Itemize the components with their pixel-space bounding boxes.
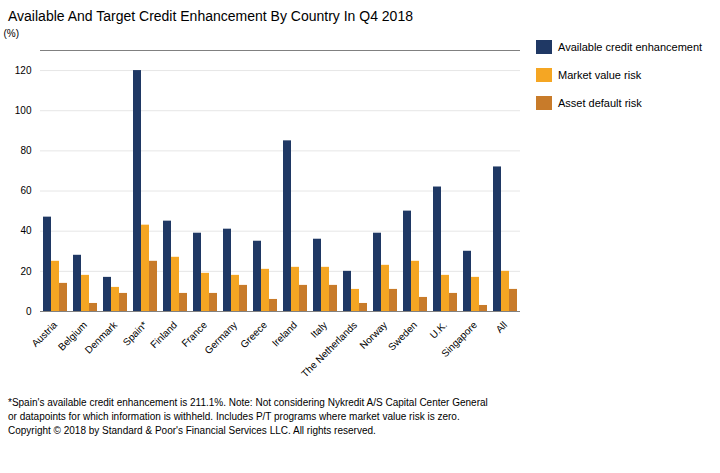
svg-text:Austria: Austria — [29, 319, 60, 349]
html-text:*Spain's available credit enha: *Spain's available credit enhancement is… — [8, 397, 488, 408]
svg-text:Singapore: Singapore — [439, 319, 479, 359]
html-text:Market value risk: Market value risk — [558, 69, 642, 81]
svg-text:Belgium: Belgium — [55, 319, 90, 353]
svg-text:40: 40 — [20, 225, 32, 236]
svg-text:The Netherlands: The Netherlands — [299, 319, 359, 379]
svg-text:80: 80 — [20, 145, 32, 156]
svg-text:U.K.: U.K. — [428, 319, 450, 341]
svg-text:France: France — [179, 319, 210, 349]
html-text:or datapoints for which inform: or datapoints for which information is w… — [8, 411, 460, 422]
html-text:Copyright © 2018 by Standard &: Copyright © 2018 by Standard & Poor's Fi… — [8, 425, 376, 436]
svg-text:All: All — [494, 319, 510, 335]
svg-text:Denmark: Denmark — [83, 319, 120, 356]
svg-text:100: 100 — [15, 105, 32, 116]
svg-text:Finland: Finland — [148, 319, 179, 350]
svg-text:Spain*: Spain* — [121, 319, 150, 348]
svg-text:Sweden: Sweden — [386, 319, 419, 352]
svg-text:(%): (%) — [4, 28, 20, 39]
svg-text:120: 120 — [15, 65, 32, 76]
svg-text:60: 60 — [20, 185, 32, 196]
html-text:Available credit enhancement: Available credit enhancement — [558, 41, 703, 53]
svg-text:Germany: Germany — [202, 319, 239, 356]
svg-text:20: 20 — [20, 266, 32, 277]
html-text:Asset default risk: Asset default risk — [558, 97, 642, 109]
html-text:Available And Target Credit En: Available And Target Credit Enhancement … — [8, 8, 413, 24]
svg-text:Norway: Norway — [357, 319, 389, 351]
svg-text:Ireland: Ireland — [270, 319, 299, 348]
svg-text:Italy: Italy — [308, 319, 329, 340]
svg-text:0: 0 — [26, 306, 32, 317]
svg-text:Greece: Greece — [238, 319, 269, 350]
